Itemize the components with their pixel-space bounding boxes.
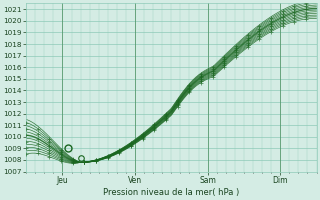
X-axis label: Pression niveau de la mer( hPa ): Pression niveau de la mer( hPa ) xyxy=(103,188,239,197)
